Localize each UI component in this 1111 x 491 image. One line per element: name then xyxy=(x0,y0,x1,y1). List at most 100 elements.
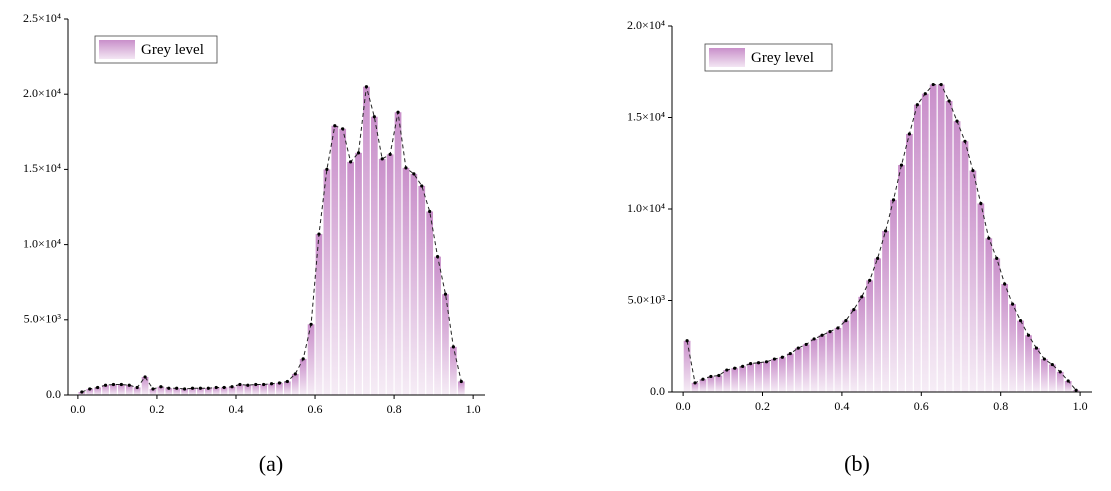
point xyxy=(693,381,697,385)
point xyxy=(939,82,943,87)
point xyxy=(443,292,448,296)
point xyxy=(1050,362,1054,367)
bar xyxy=(363,86,370,396)
point xyxy=(1034,346,1039,350)
point xyxy=(963,139,967,143)
point xyxy=(685,339,689,343)
bar xyxy=(786,353,794,392)
point xyxy=(262,382,266,387)
point xyxy=(804,342,808,347)
point xyxy=(103,383,108,387)
bar xyxy=(299,358,307,395)
y-tick-label: 5.0×10³ xyxy=(628,292,666,306)
point xyxy=(222,385,226,390)
bar xyxy=(355,152,362,395)
point xyxy=(206,386,210,390)
bar xyxy=(252,384,260,395)
x-tick-label: 1.0 xyxy=(466,402,481,416)
bar xyxy=(1048,364,1056,392)
point xyxy=(451,345,455,349)
bar xyxy=(818,335,826,392)
y-tick-label: 2.0×10⁴ xyxy=(23,86,61,100)
bar xyxy=(771,359,778,392)
point xyxy=(183,387,187,391)
bar xyxy=(291,373,299,395)
point xyxy=(230,385,234,389)
point xyxy=(883,229,888,233)
bar xyxy=(284,381,291,395)
bar xyxy=(778,357,786,392)
point xyxy=(96,385,100,390)
point xyxy=(135,385,139,390)
bar xyxy=(189,388,196,395)
y-tick-label: 1.5×10⁴ xyxy=(23,161,61,175)
bar xyxy=(339,128,347,396)
y-tick-label: 5.0×10³ xyxy=(24,312,62,326)
y-tick-label: 0.0 xyxy=(46,387,61,401)
bar xyxy=(220,387,228,395)
bar xyxy=(921,93,929,393)
x-tick-label: 0.2 xyxy=(755,399,770,413)
bar xyxy=(969,170,977,392)
x-tick-label: 0.0 xyxy=(70,402,85,416)
x-tick-label: 0.4 xyxy=(228,402,243,416)
legend-swatch xyxy=(99,40,135,59)
bar xyxy=(118,384,125,395)
bar xyxy=(244,385,252,395)
point xyxy=(947,99,951,103)
bar xyxy=(1009,304,1016,392)
point xyxy=(971,168,975,173)
x-tick-label: 1.0 xyxy=(1073,399,1088,413)
bar xyxy=(953,121,961,392)
bar xyxy=(755,362,762,392)
bar xyxy=(699,379,707,392)
x-tick-label: 0.2 xyxy=(149,402,164,416)
point xyxy=(979,201,983,206)
point xyxy=(301,357,305,361)
bar xyxy=(906,133,913,392)
bar xyxy=(133,387,141,395)
bar xyxy=(149,388,157,395)
point xyxy=(725,368,729,372)
bar xyxy=(731,368,739,392)
bar xyxy=(268,383,275,395)
bar xyxy=(86,388,94,395)
point xyxy=(931,82,935,87)
bar xyxy=(866,280,874,392)
point xyxy=(317,232,321,236)
point xyxy=(285,379,289,384)
caption: (a) xyxy=(259,451,283,476)
bar xyxy=(1040,359,1048,392)
point xyxy=(214,385,218,390)
bar xyxy=(913,104,921,392)
bar xyxy=(442,294,449,395)
point xyxy=(717,373,721,378)
point xyxy=(1026,333,1031,337)
point xyxy=(325,167,329,171)
x-tick-label: 0.0 xyxy=(676,399,691,413)
bar xyxy=(370,116,378,395)
bar xyxy=(450,346,457,395)
point xyxy=(428,209,432,214)
point xyxy=(190,386,195,390)
point xyxy=(269,382,274,386)
y-tick-label: 1.0×10⁴ xyxy=(23,236,61,250)
bar xyxy=(707,376,715,392)
point xyxy=(756,361,761,365)
bar xyxy=(426,211,434,395)
x-tick-label: 0.6 xyxy=(914,399,929,413)
bar xyxy=(331,125,339,395)
point xyxy=(412,172,416,176)
bar xyxy=(141,376,149,395)
point xyxy=(772,357,777,361)
point xyxy=(1066,379,1070,383)
point xyxy=(701,377,705,381)
bar xyxy=(802,344,810,392)
bar xyxy=(315,234,323,395)
bar xyxy=(347,161,354,395)
point xyxy=(891,198,896,202)
bar xyxy=(890,199,897,392)
point xyxy=(733,366,737,370)
bar xyxy=(1033,348,1040,392)
